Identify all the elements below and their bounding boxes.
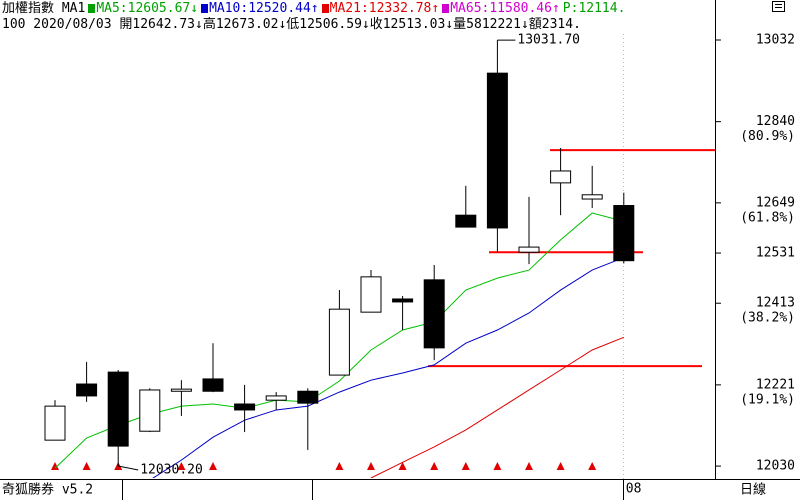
plot-area <box>44 40 715 478</box>
candle-body <box>486 72 508 229</box>
low-leader <box>118 465 139 471</box>
candle-body <box>518 246 540 253</box>
candle-body <box>44 405 66 441</box>
ma-legend-item: MA10:12520.44↑ <box>201 1 319 16</box>
candle-body <box>328 308 350 376</box>
candle-body <box>360 276 382 313</box>
candle-body <box>297 390 319 404</box>
candle-body <box>392 298 414 303</box>
legend-text: MA21:12332.78↑ <box>329 1 440 16</box>
menu-icon[interactable] <box>772 1 785 12</box>
ma-legend-item: P:12114. <box>563 1 626 16</box>
signal-marker <box>588 462 597 470</box>
y-tick-label: 13032 <box>756 32 795 47</box>
candle-body <box>170 388 192 392</box>
candle-body <box>613 205 635 262</box>
signal-marker <box>177 462 186 470</box>
ma-legend-item: MA5:12605.67↓ <box>88 1 198 16</box>
signal-marker <box>525 462 533 470</box>
y-tick-label: 12840 <box>756 114 795 129</box>
candle-body <box>234 403 256 411</box>
signal-marker <box>461 462 470 470</box>
signal-marker <box>335 462 344 470</box>
header-ma: 加權指數 MA1 MA5:12605.67↓ MA10:12520.44↑ MA21:… <box>2 1 768 17</box>
candle-body <box>76 383 98 397</box>
signal-marker <box>430 462 439 470</box>
legend-swatch <box>321 4 329 13</box>
y-tick-label: 12649 <box>756 195 795 210</box>
candle-body <box>265 395 287 401</box>
candle-body <box>139 389 161 432</box>
ma-legend-item: MA65:11580.46↑ <box>442 1 560 16</box>
fib-label: (61.8%) <box>740 210 795 225</box>
fib-label: (19.1%) <box>740 392 795 407</box>
y-tick-label: 12531 <box>756 246 795 261</box>
candle-body <box>455 214 477 228</box>
low-annotation: 12030.20 <box>140 463 203 478</box>
candle-body <box>550 170 572 184</box>
candle-body <box>423 279 445 349</box>
ma-legend-item: MA21:12332.78↑ <box>321 1 440 16</box>
candle-body <box>581 194 603 200</box>
legend-text: MA10:12520.44↑ <box>209 1 319 16</box>
legend-swatch <box>88 4 96 13</box>
y-tick-label: 12221 <box>756 377 795 392</box>
product-name: 奇狐勝券 v5.2 <box>2 482 93 498</box>
ma-line <box>152 257 624 478</box>
signal-marker <box>209 462 217 470</box>
ma-legend-item: 加權指數 MA1 <box>2 1 85 16</box>
signal-marker <box>82 462 91 470</box>
legend-text: MA65:11580.46↑ <box>450 1 560 16</box>
period-label[interactable]: 日線 <box>740 482 766 498</box>
legend-swatch <box>201 4 209 13</box>
signal-marker <box>398 462 407 470</box>
x-tick-label: 08 <box>626 482 642 497</box>
signal-marker <box>493 462 502 470</box>
legend-text: MA5:12605.67↓ <box>96 1 199 16</box>
legend-swatch <box>442 4 450 13</box>
signal-marker <box>367 462 375 470</box>
y-tick-label: 12030 <box>756 459 795 474</box>
candle-body <box>107 371 129 447</box>
legend-text: 加權指數 MA1 <box>2 1 86 16</box>
fib-label: (80.9%) <box>740 129 795 144</box>
y-tick-label: 12413 <box>756 296 795 311</box>
signal-marker <box>51 462 59 470</box>
header-quote: 100 2020/08/03 開12642.73↓高12673.02↓低1250… <box>2 17 581 32</box>
candle-body <box>202 378 224 392</box>
high-annotation: 13031.70 <box>517 33 580 48</box>
ma-line <box>370 336 624 478</box>
signal-marker <box>556 462 565 470</box>
legend-text: P:12114. <box>562 1 626 16</box>
fib-label: (38.2%) <box>740 311 795 326</box>
